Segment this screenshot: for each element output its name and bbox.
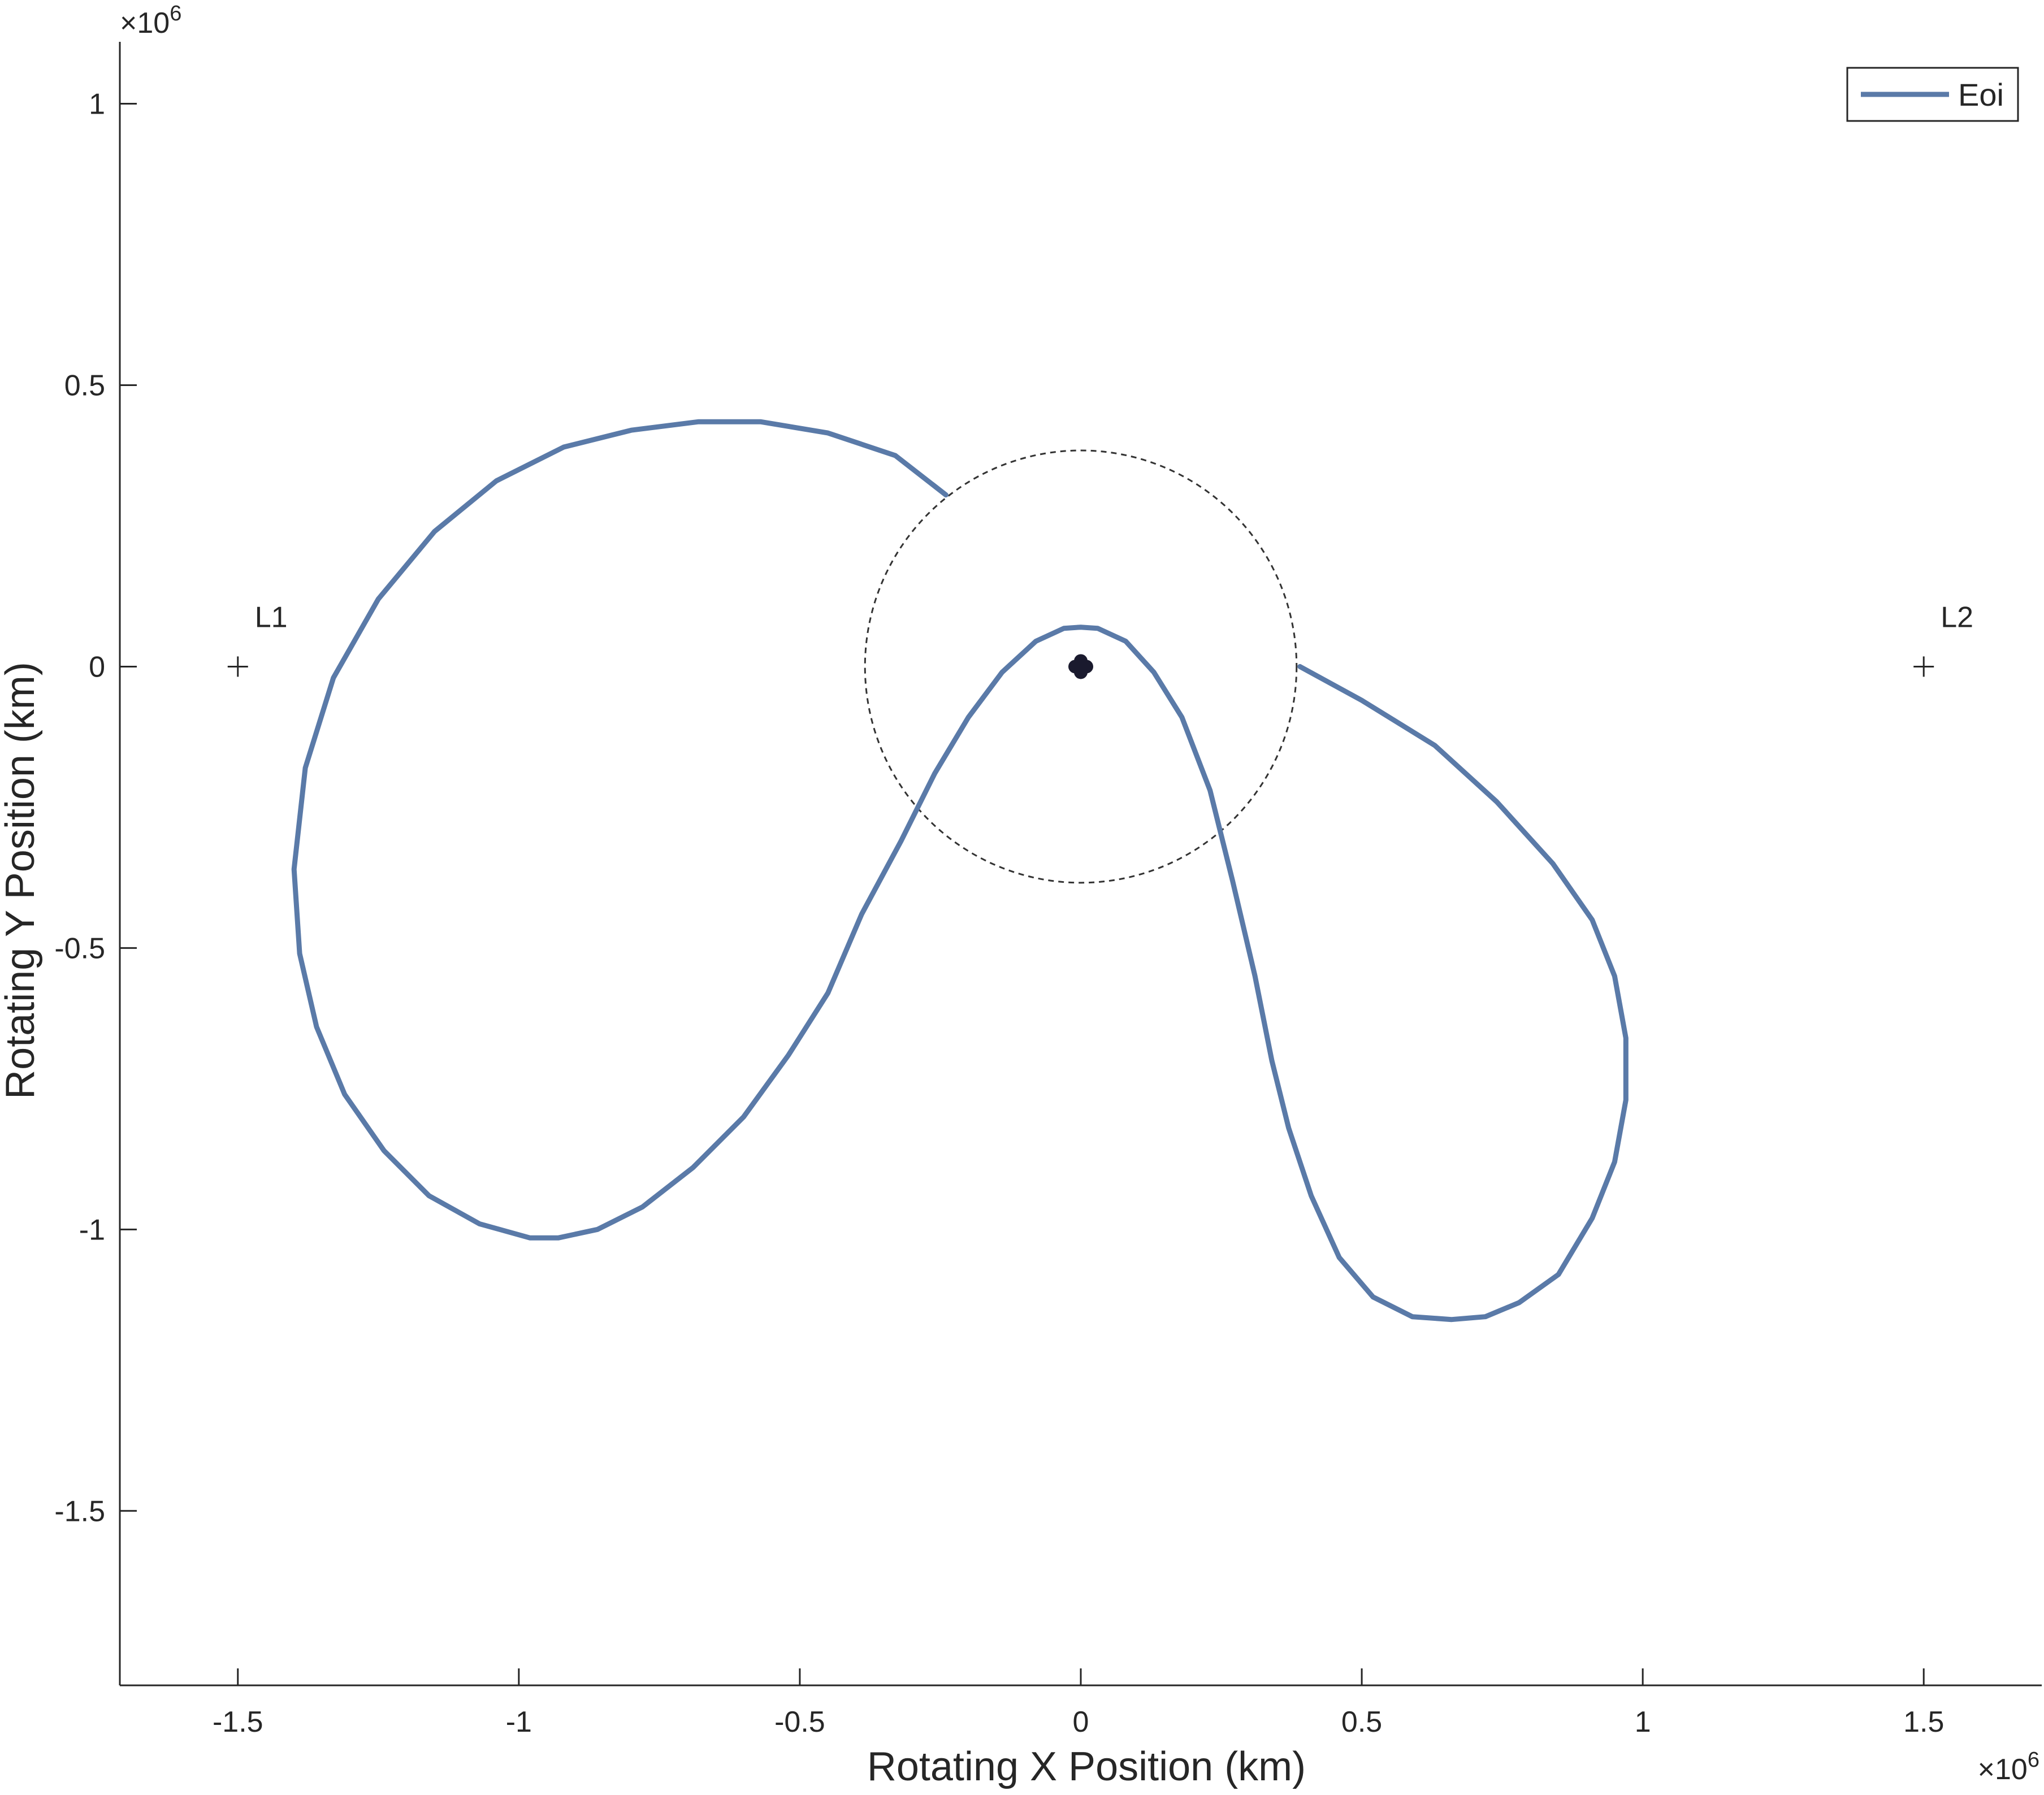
y-axis-exponent: ×106 [120, 2, 181, 40]
x-tick-label: -1.5 [213, 1706, 263, 1738]
y-tick-label: 0.5 [64, 369, 105, 402]
y-tick-label: -1.5 [54, 1495, 105, 1528]
y-tick-label: -0.5 [54, 932, 105, 965]
x-axis-exponent: ×106 [1978, 1748, 2039, 1786]
point-label-l2: L2 [1941, 601, 1973, 634]
x-tick-label: 0.5 [1341, 1706, 1382, 1738]
earth-marker-dot [1074, 660, 1088, 674]
x-tick-label: 1 [1635, 1706, 1651, 1738]
plot-layer: L1 L2 [227, 419, 1973, 1323]
x-tick-label: 0 [1073, 1706, 1089, 1738]
y-tick-label: 0 [89, 651, 105, 683]
y-tick-label: 1 [89, 88, 105, 121]
legend: Eoi [1846, 67, 2019, 122]
x-tick-label: -1 [506, 1706, 532, 1738]
y-tick-label: -1 [79, 1213, 105, 1246]
y-axis-label: Rotating Y Position (km) [0, 662, 43, 1099]
earth-marker [1068, 654, 1093, 679]
point-label-l1: L1 [255, 601, 288, 634]
legend-label: Eoi [1958, 77, 2004, 112]
x-tick-label: 1.5 [1903, 1706, 1944, 1738]
x-axis-label: Rotating X Position (km) [867, 1744, 1306, 1789]
ticks-layer: -1.5 -1 -0.5 0 0.5 1 1.5 -1.5 -1 -0.5 0 0.5 1 [54, 42, 2042, 1738]
trajectory-line [291, 419, 1629, 1323]
x-tick-label: -0.5 [774, 1706, 825, 1738]
reference-circle [864, 449, 1298, 884]
